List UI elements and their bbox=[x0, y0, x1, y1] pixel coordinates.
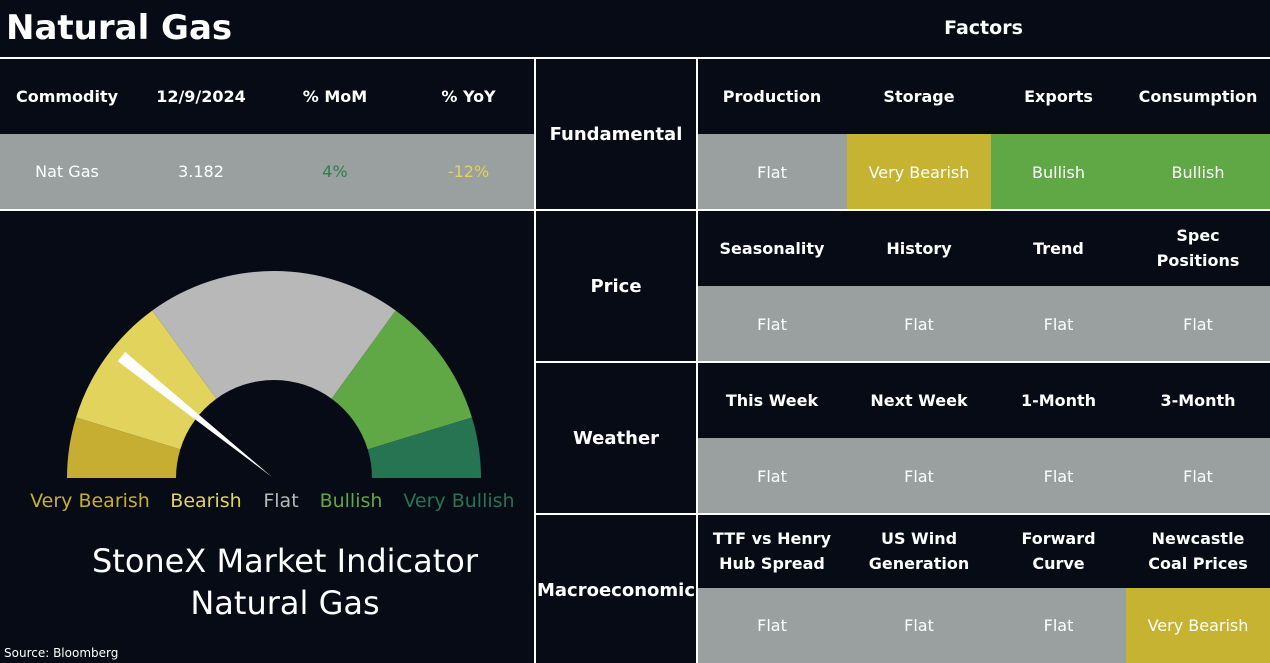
factor-name: 3-Month bbox=[1160, 390, 1236, 410]
factor-rating: Flat bbox=[991, 588, 1126, 663]
gauge-label: Flat bbox=[263, 490, 298, 512]
factor-name: TTF vs Henry Hub Spread bbox=[712, 529, 832, 573]
factor-name: Storage bbox=[883, 86, 955, 106]
factor-group: Fundamental bbox=[549, 123, 683, 145]
factor-rating: Bullish bbox=[1126, 134, 1270, 210]
page-title: Natural Gas bbox=[6, 8, 233, 48]
factor-rating: Flat bbox=[991, 438, 1126, 514]
factor-rating: Flat bbox=[697, 588, 847, 663]
divider bbox=[696, 57, 698, 663]
gauge-label: Very Bullish bbox=[403, 490, 514, 512]
factor-group: Macroeconomic bbox=[537, 579, 695, 601]
gauge-label: Bullish bbox=[320, 490, 383, 512]
factor-name: 1-Month bbox=[1020, 390, 1097, 410]
divider bbox=[0, 209, 1270, 211]
factor-rating: Flat bbox=[847, 438, 991, 514]
gauge-segment bbox=[67, 417, 181, 478]
factor-name: Exports bbox=[1024, 86, 1093, 106]
gauge: Very Bearish Bearish Flat Bullish Very Bulli… bbox=[30, 271, 515, 622]
commodity-value: 3.182 bbox=[178, 162, 224, 181]
factor-name: History bbox=[886, 238, 952, 258]
factor-name: Trend bbox=[1033, 238, 1084, 258]
column-header: % YoY bbox=[441, 86, 496, 106]
divider bbox=[534, 57, 536, 663]
factor-rating: Flat bbox=[847, 286, 991, 362]
factor-name: Consumption bbox=[1138, 86, 1258, 106]
gauge-label: Bearish bbox=[170, 490, 241, 512]
factor-name: Forward Curve bbox=[1021, 529, 1096, 573]
commodity-value: -12% bbox=[447, 162, 490, 181]
factor-rating: Flat bbox=[1126, 286, 1270, 362]
factor-rating: Very Bearish bbox=[847, 134, 991, 210]
gauge-needle bbox=[117, 351, 273, 477]
factor-rating: Flat bbox=[991, 286, 1126, 362]
factor-rating: Flat bbox=[697, 438, 847, 514]
factor-name: US Wind Generation bbox=[868, 529, 970, 573]
gauge-label: Very Bearish bbox=[30, 490, 150, 512]
factor-rating: Flat bbox=[697, 134, 847, 210]
factors-title: Factors bbox=[944, 17, 1023, 39]
factor-rating: Bullish bbox=[991, 134, 1126, 210]
factor-rating: Flat bbox=[1126, 438, 1270, 514]
column-header: Commodity bbox=[15, 86, 119, 106]
factor-rating: Flat bbox=[697, 286, 847, 362]
factor-name: Next Week bbox=[870, 390, 968, 410]
commodity-row-bg bbox=[0, 134, 535, 209]
factor-name: This Week bbox=[725, 390, 819, 410]
factor-rating: Flat bbox=[847, 588, 991, 663]
gauge-title: Natural Gas bbox=[190, 584, 379, 622]
gauge-segment bbox=[367, 417, 481, 478]
factor-name: Spec Positions bbox=[1156, 226, 1240, 270]
factor-group: Weather bbox=[572, 427, 660, 449]
gauge-segment bbox=[152, 271, 396, 399]
column-header: % MoM bbox=[302, 86, 368, 106]
divider bbox=[535, 361, 1270, 363]
divider bbox=[535, 513, 1270, 515]
factor-rating: Very Bearish bbox=[1126, 588, 1270, 663]
factor-name: Production bbox=[722, 86, 822, 106]
column-header: 12/9/2024 bbox=[156, 86, 246, 106]
commodity-value: 4% bbox=[322, 162, 348, 181]
commodity-value: Nat Gas bbox=[35, 162, 99, 181]
factor-name: Newcastle Coal Prices bbox=[1148, 529, 1248, 573]
source: Source: Bloomberg bbox=[4, 646, 119, 660]
gauge-title: StoneX Market Indicator bbox=[92, 542, 479, 580]
factor-group: Price bbox=[590, 275, 642, 297]
divider bbox=[0, 57, 1270, 59]
gauge-segment bbox=[331, 310, 472, 450]
factor-name: Seasonality bbox=[719, 238, 825, 258]
